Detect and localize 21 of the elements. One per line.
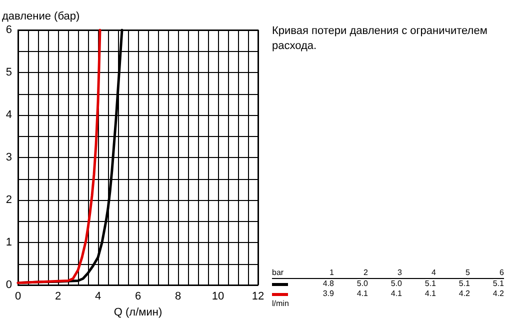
y-tick-label: 1 — [6, 236, 12, 248]
y-axis-title: давление (бар) — [2, 10, 80, 22]
text: 4.8 5.0 5.0 5.1 5.1 5.1 — [322, 279, 504, 288]
y-tick-label: 3 — [6, 152, 12, 164]
text: bar 1 2 3 4 5 6 — [272, 268, 504, 277]
y-tick-label: 6 — [6, 24, 12, 36]
x-axis-title: Q (л/мин) — [114, 306, 162, 318]
text: 3.9 4.1 4.1 4.1 4.2 4.2 — [322, 289, 504, 298]
text: l/min — [272, 299, 290, 309]
y-tick-label: 4 — [6, 109, 12, 121]
x-tick-label: 10 — [212, 290, 224, 302]
y-tick-label: 0 — [6, 279, 12, 291]
y-tick-label: 5 — [6, 66, 12, 78]
x-tick-label: 8 — [174, 290, 182, 302]
x-tick-label: 12 — [252, 290, 264, 302]
text: Кривая потери давления с ограничителем расхода. — [272, 24, 488, 54]
x-tick-label: 4 — [94, 290, 102, 302]
x-tick-label: 0 — [14, 290, 22, 302]
y-tick-label: 2 — [6, 194, 12, 206]
x-tick-label: 2 — [54, 290, 62, 302]
x-tick-label: 6 — [134, 290, 142, 302]
